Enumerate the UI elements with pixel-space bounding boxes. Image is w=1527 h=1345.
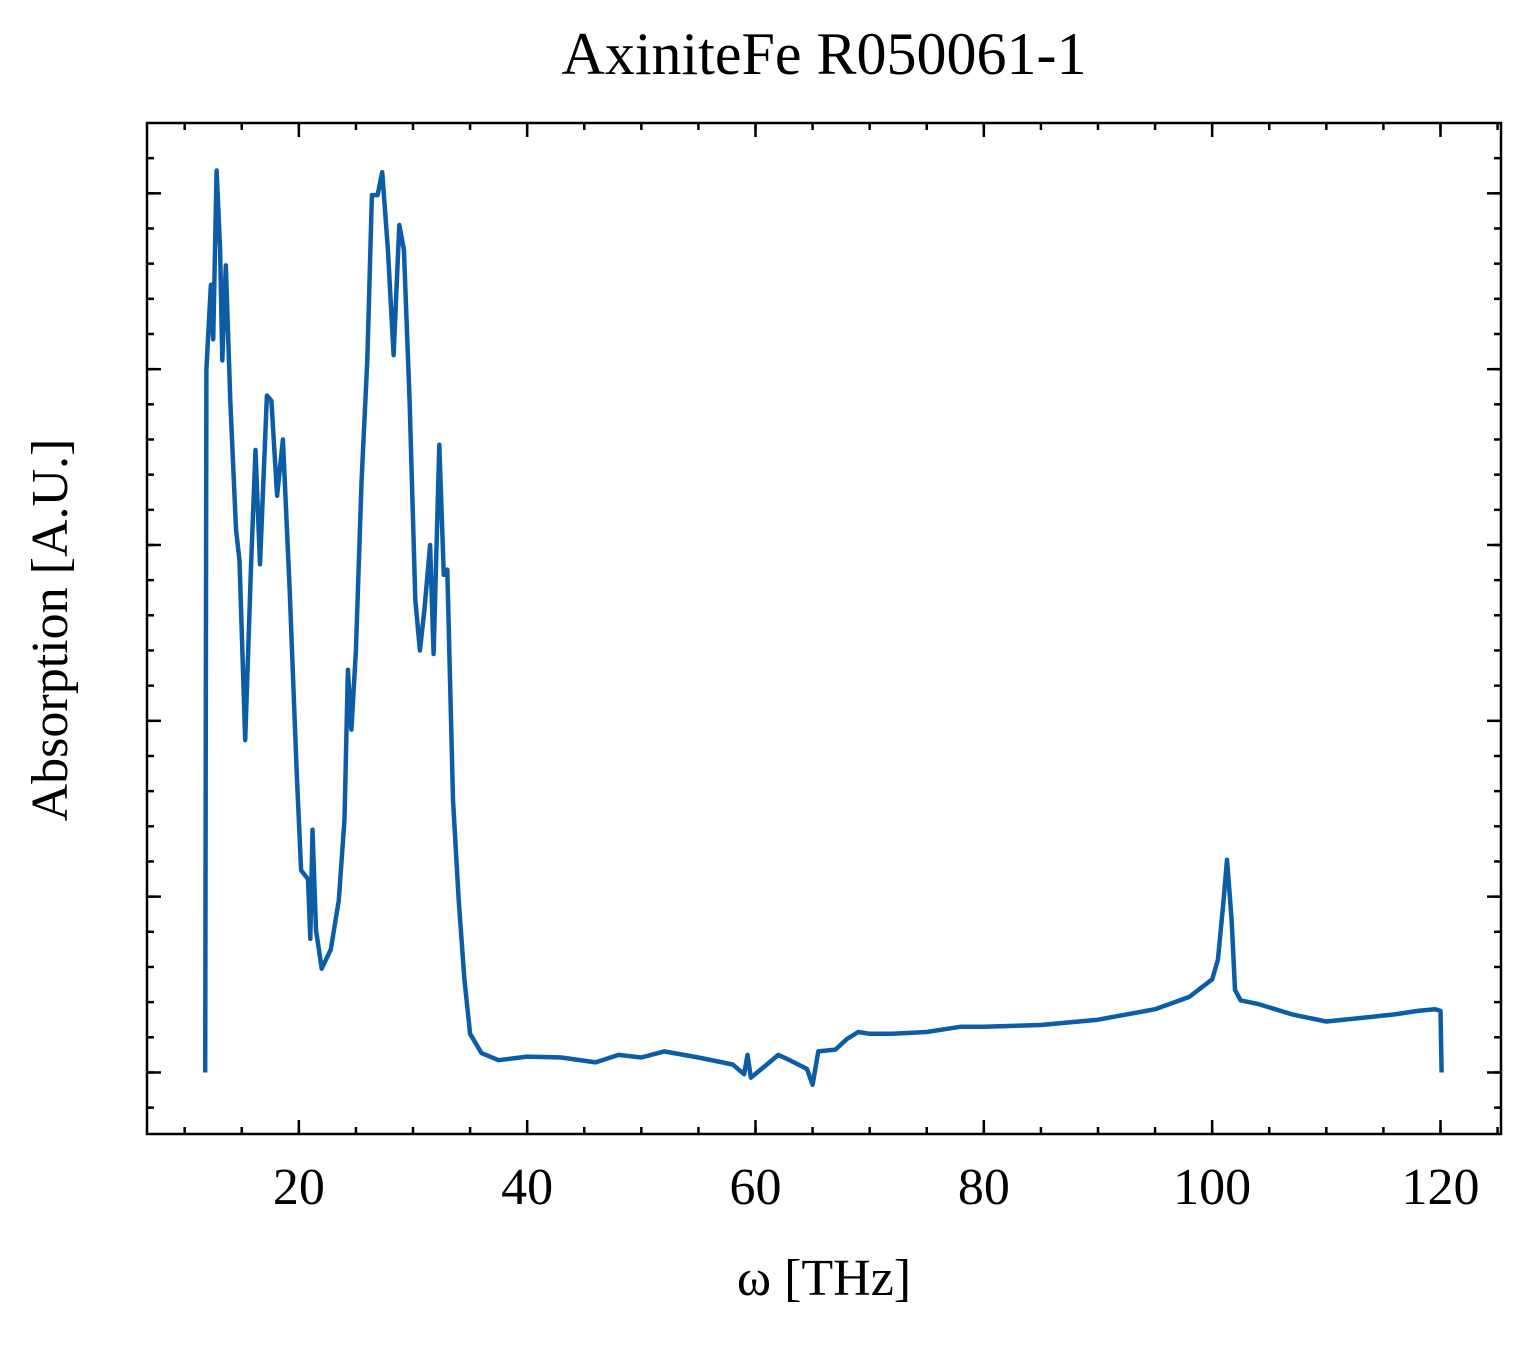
- y-axis-label: Absorption [A.U.]: [22, 439, 79, 822]
- x-tick-label: 40: [501, 1159, 553, 1216]
- chart-title: AxiniteFe R050061-1: [562, 21, 1087, 87]
- x-tick-label: 80: [958, 1159, 1010, 1216]
- x-tick-label: 120: [1401, 1159, 1479, 1216]
- x-tick-label: 20: [273, 1159, 325, 1216]
- data-line: [202, 168, 1444, 1088]
- x-tick-label: 100: [1173, 1159, 1251, 1216]
- x-axis-label: ω [THz]: [737, 1250, 911, 1307]
- x-tick-label: 60: [730, 1159, 782, 1216]
- plot-frame: [145, 121, 1503, 1136]
